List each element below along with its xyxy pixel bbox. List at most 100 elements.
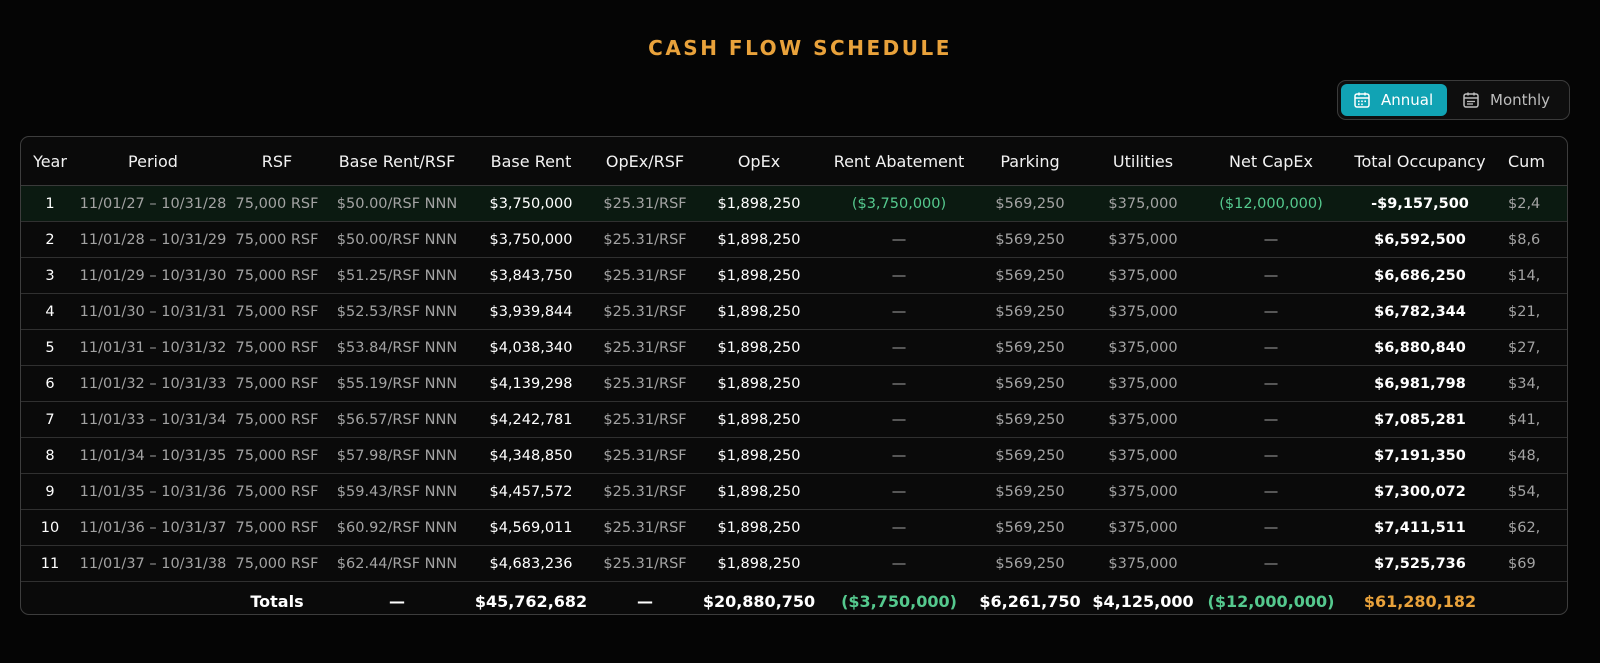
page-title: CASH FLOW SCHEDULE	[648, 36, 952, 60]
table-cell: $1,898,250	[695, 365, 823, 402]
table-cell: $4,348,850	[467, 437, 595, 474]
column-header: Total Occupancy	[1341, 137, 1499, 186]
totals-cell: —	[637, 591, 653, 611]
totals-cell: $20,880,750	[702, 591, 816, 611]
table-cell: $6,981,798	[1341, 365, 1499, 402]
column-header: OpEx/RSF	[595, 137, 695, 186]
table-cell: $569,250	[975, 437, 1085, 474]
table-cell: —	[1201, 365, 1341, 402]
table-cell: 7	[21, 401, 79, 438]
column-header: Net CapEx	[1201, 137, 1341, 186]
table-cell: $60.92/RSF NNN	[327, 509, 467, 546]
table-cell: $375,000	[1085, 437, 1201, 474]
table-cell: $57.98/RSF NNN	[327, 437, 467, 474]
table-cell: $50.00/RSF NNN	[327, 221, 467, 258]
table-cell: $6,686,250	[1341, 257, 1499, 294]
table-cell: $25.31/RSF	[595, 437, 695, 474]
table-cell: —	[823, 365, 975, 402]
table-cell: 11/01/34 – 10/31/35	[79, 437, 227, 474]
table-cell: 4	[21, 293, 79, 330]
table-cell: $1,898,250	[695, 509, 823, 546]
table-cell: $1,898,250	[695, 329, 823, 366]
table-cell: $25.31/RSF	[595, 401, 695, 438]
table-cell: —	[823, 293, 975, 330]
table-cell: $7,191,350	[1341, 437, 1499, 474]
table-row: 2 11/01/28 – 10/31/29 75,000 RSF $50.00/RSF…	[21, 221, 1567, 258]
table-cell: $62.44/RSF NNN	[327, 545, 467, 582]
calendar-icon	[1354, 92, 1370, 108]
table-cell: 11/01/28 – 10/31/29	[79, 221, 227, 258]
table-cell: 8	[21, 437, 79, 474]
table-cell: $569,250	[975, 293, 1085, 330]
table-cell: $59.43/RSF NNN	[327, 473, 467, 510]
table-cell: $25.31/RSF	[595, 545, 695, 582]
table-row: 7 11/01/33 – 10/31/34 75,000 RSF $56.57/RSF…	[21, 401, 1567, 438]
table-cell: —	[823, 401, 975, 438]
table-body: 1 11/01/27 – 10/31/28 75,000 RSF $50.00/RSF…	[21, 185, 1567, 615]
table-cell: 75,000 RSF	[227, 365, 327, 402]
table-cell: 75,000 RSF	[227, 329, 327, 366]
table-cell: —	[823, 473, 975, 510]
table-cell: $1,898,250	[695, 293, 823, 330]
table-cell: $569,250	[975, 365, 1085, 402]
table-cell: 3	[21, 257, 79, 294]
table-cell: $52.53/RSF NNN	[327, 293, 467, 330]
table-cell: $7,085,281	[1341, 401, 1499, 438]
table-cell: —	[1201, 437, 1341, 474]
table-cell: $7,525,736	[1341, 545, 1499, 582]
table-cell: $25.31/RSF	[595, 257, 695, 294]
totals-cell: ($3,750,000)	[841, 591, 957, 611]
column-header: Rent Abatement	[823, 137, 975, 186]
table-cell: $3,939,844	[467, 293, 595, 330]
monthly-button[interactable]: Monthly	[1450, 84, 1566, 116]
table-cell: $4,457,572	[467, 473, 595, 510]
table-row: 9 11/01/35 – 10/31/36 75,000 RSF $59.43/RSF…	[21, 473, 1567, 510]
table-cell: $2,4	[1499, 185, 1567, 222]
table-cell: —	[1201, 509, 1341, 546]
table-cell: $375,000	[1085, 221, 1201, 258]
header-row: Year Period RSF Base Rent/RSF Base Rent OpEx/…	[21, 137, 1567, 186]
column-header: Utilities	[1085, 137, 1201, 186]
table-cell: $54,	[1499, 473, 1567, 510]
table-cell: $4,038,340	[467, 329, 595, 366]
table-cell: 11/01/27 – 10/31/28	[79, 185, 227, 222]
annual-button[interactable]: Annual	[1341, 84, 1447, 116]
totals-cell: $4,125,000	[1092, 591, 1194, 611]
table-cell: $25.31/RSF	[595, 293, 695, 330]
table-cell: 75,000 RSF	[227, 293, 327, 330]
table-cell: $6,782,344	[1341, 293, 1499, 330]
table-cell: $569,250	[975, 473, 1085, 510]
table-cell: $51.25/RSF NNN	[327, 257, 467, 294]
monthly-label: Monthly	[1490, 91, 1551, 109]
table-row: 5 11/01/31 – 10/31/32 75,000 RSF $53.84/RSF…	[21, 329, 1567, 366]
table-cell: $4,569,011	[467, 509, 595, 546]
table-cell: —	[1201, 329, 1341, 366]
table-cell: $7,411,511	[1341, 509, 1499, 546]
table-cell: -$9,157,500	[1341, 185, 1499, 222]
table-cell: $1,898,250	[695, 185, 823, 222]
table-cell: $6,880,840	[1341, 329, 1499, 366]
table-cell: —	[823, 545, 975, 582]
table-cell: $21,	[1499, 293, 1567, 330]
table-cell: 5	[21, 329, 79, 366]
column-header: Base Rent	[467, 137, 595, 186]
table-cell: $375,000	[1085, 365, 1201, 402]
totals-cell: —	[389, 591, 405, 611]
table-cell: —	[1201, 221, 1341, 258]
table-cell: 11/01/35 – 10/31/36	[79, 473, 227, 510]
table-cell: $25.31/RSF	[595, 473, 695, 510]
table-cell: —	[823, 329, 975, 366]
table-cell: $4,242,781	[467, 401, 595, 438]
table-cell: $69	[1499, 545, 1567, 582]
annual-label: Annual	[1381, 91, 1434, 109]
totals-cell: $61,280,182	[1363, 591, 1477, 611]
table-cell: $7,300,072	[1341, 473, 1499, 510]
table-cell: 11/01/32 – 10/31/33	[79, 365, 227, 402]
table-cell: —	[1201, 545, 1341, 582]
table-cell: $569,250	[975, 185, 1085, 222]
table-cell: $569,250	[975, 329, 1085, 366]
totals-spacer	[21, 582, 227, 615]
table-cell: $25.31/RSF	[595, 185, 695, 222]
table-cell: 75,000 RSF	[227, 221, 327, 258]
